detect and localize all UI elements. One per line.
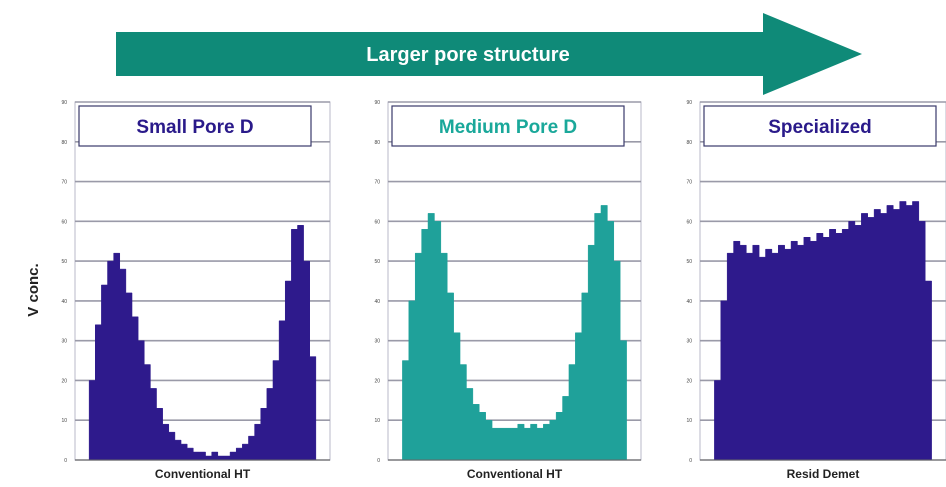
y-tick-label: 50 <box>61 259 67 265</box>
area-series <box>83 225 322 461</box>
y-tick-label: 80 <box>374 140 380 146</box>
x-axis-label: Conventional HT <box>155 467 251 481</box>
panel-title: Specialized <box>768 117 872 138</box>
y-tick-label: 0 <box>64 458 67 464</box>
x-axis-label: Conventional HT <box>467 467 563 481</box>
panel-1: 0 10 20 30 40 50 60 70 80 90 Small Pore D Conventio… <box>61 100 331 481</box>
y-tick-label: 10 <box>686 418 692 424</box>
area-series <box>708 201 938 461</box>
y-tick-label: 20 <box>374 378 380 384</box>
y-tick-label: 40 <box>374 299 380 305</box>
panel-3: 0 10 20 30 40 50 60 70 80 90 Specialized Resid Deme… <box>686 100 946 481</box>
y-axis-label: V conc. <box>25 263 42 316</box>
y-tick-label: 20 <box>686 378 692 384</box>
y-tick-label: 10 <box>61 418 67 424</box>
chart-panels: 0 10 20 30 40 50 60 70 80 90 Small Pore D Conventio… <box>61 100 946 481</box>
y-tick-label: 60 <box>686 219 692 225</box>
y-tick-label: 30 <box>374 339 380 345</box>
y-tick-label: 50 <box>374 259 380 265</box>
y-tick-label: 60 <box>61 219 67 225</box>
panel-title: Medium Pore D <box>439 117 577 138</box>
title-box <box>703 105 937 147</box>
y-tick-label: 90 <box>686 100 692 106</box>
y-tick-label: 0 <box>689 458 692 464</box>
title-box <box>78 105 312 147</box>
y-tick-label: 40 <box>61 299 67 305</box>
title-box <box>391 105 625 147</box>
y-tick-label: 50 <box>686 259 692 265</box>
y-tick-label: 80 <box>686 140 692 146</box>
arrow-shape <box>116 13 862 95</box>
y-tick-label: 30 <box>686 339 692 345</box>
panel-2: 0 10 20 30 40 50 60 70 80 90 Medium Pore D Conventi… <box>374 100 642 481</box>
y-tick-label: 0 <box>377 458 380 464</box>
y-tick-label: 40 <box>686 299 692 305</box>
panel-title: Small Pore D <box>136 117 253 138</box>
y-tick-label: 90 <box>61 100 67 106</box>
y-tick-label: 90 <box>374 100 380 106</box>
y-tick-label: 60 <box>374 219 380 225</box>
arrow-banner: Larger pore structure <box>116 13 862 95</box>
area-series <box>396 205 633 461</box>
y-tick-label: 70 <box>686 180 692 186</box>
arrow-label: Larger pore structure <box>366 44 569 66</box>
y-tick-label: 80 <box>61 140 67 146</box>
y-tick-label: 10 <box>374 418 380 424</box>
y-tick-label: 70 <box>61 180 67 186</box>
x-axis-label: Resid Demet <box>787 467 860 481</box>
y-tick-label: 20 <box>61 378 67 384</box>
y-tick-label: 30 <box>61 339 67 345</box>
y-tick-label: 70 <box>374 180 380 186</box>
